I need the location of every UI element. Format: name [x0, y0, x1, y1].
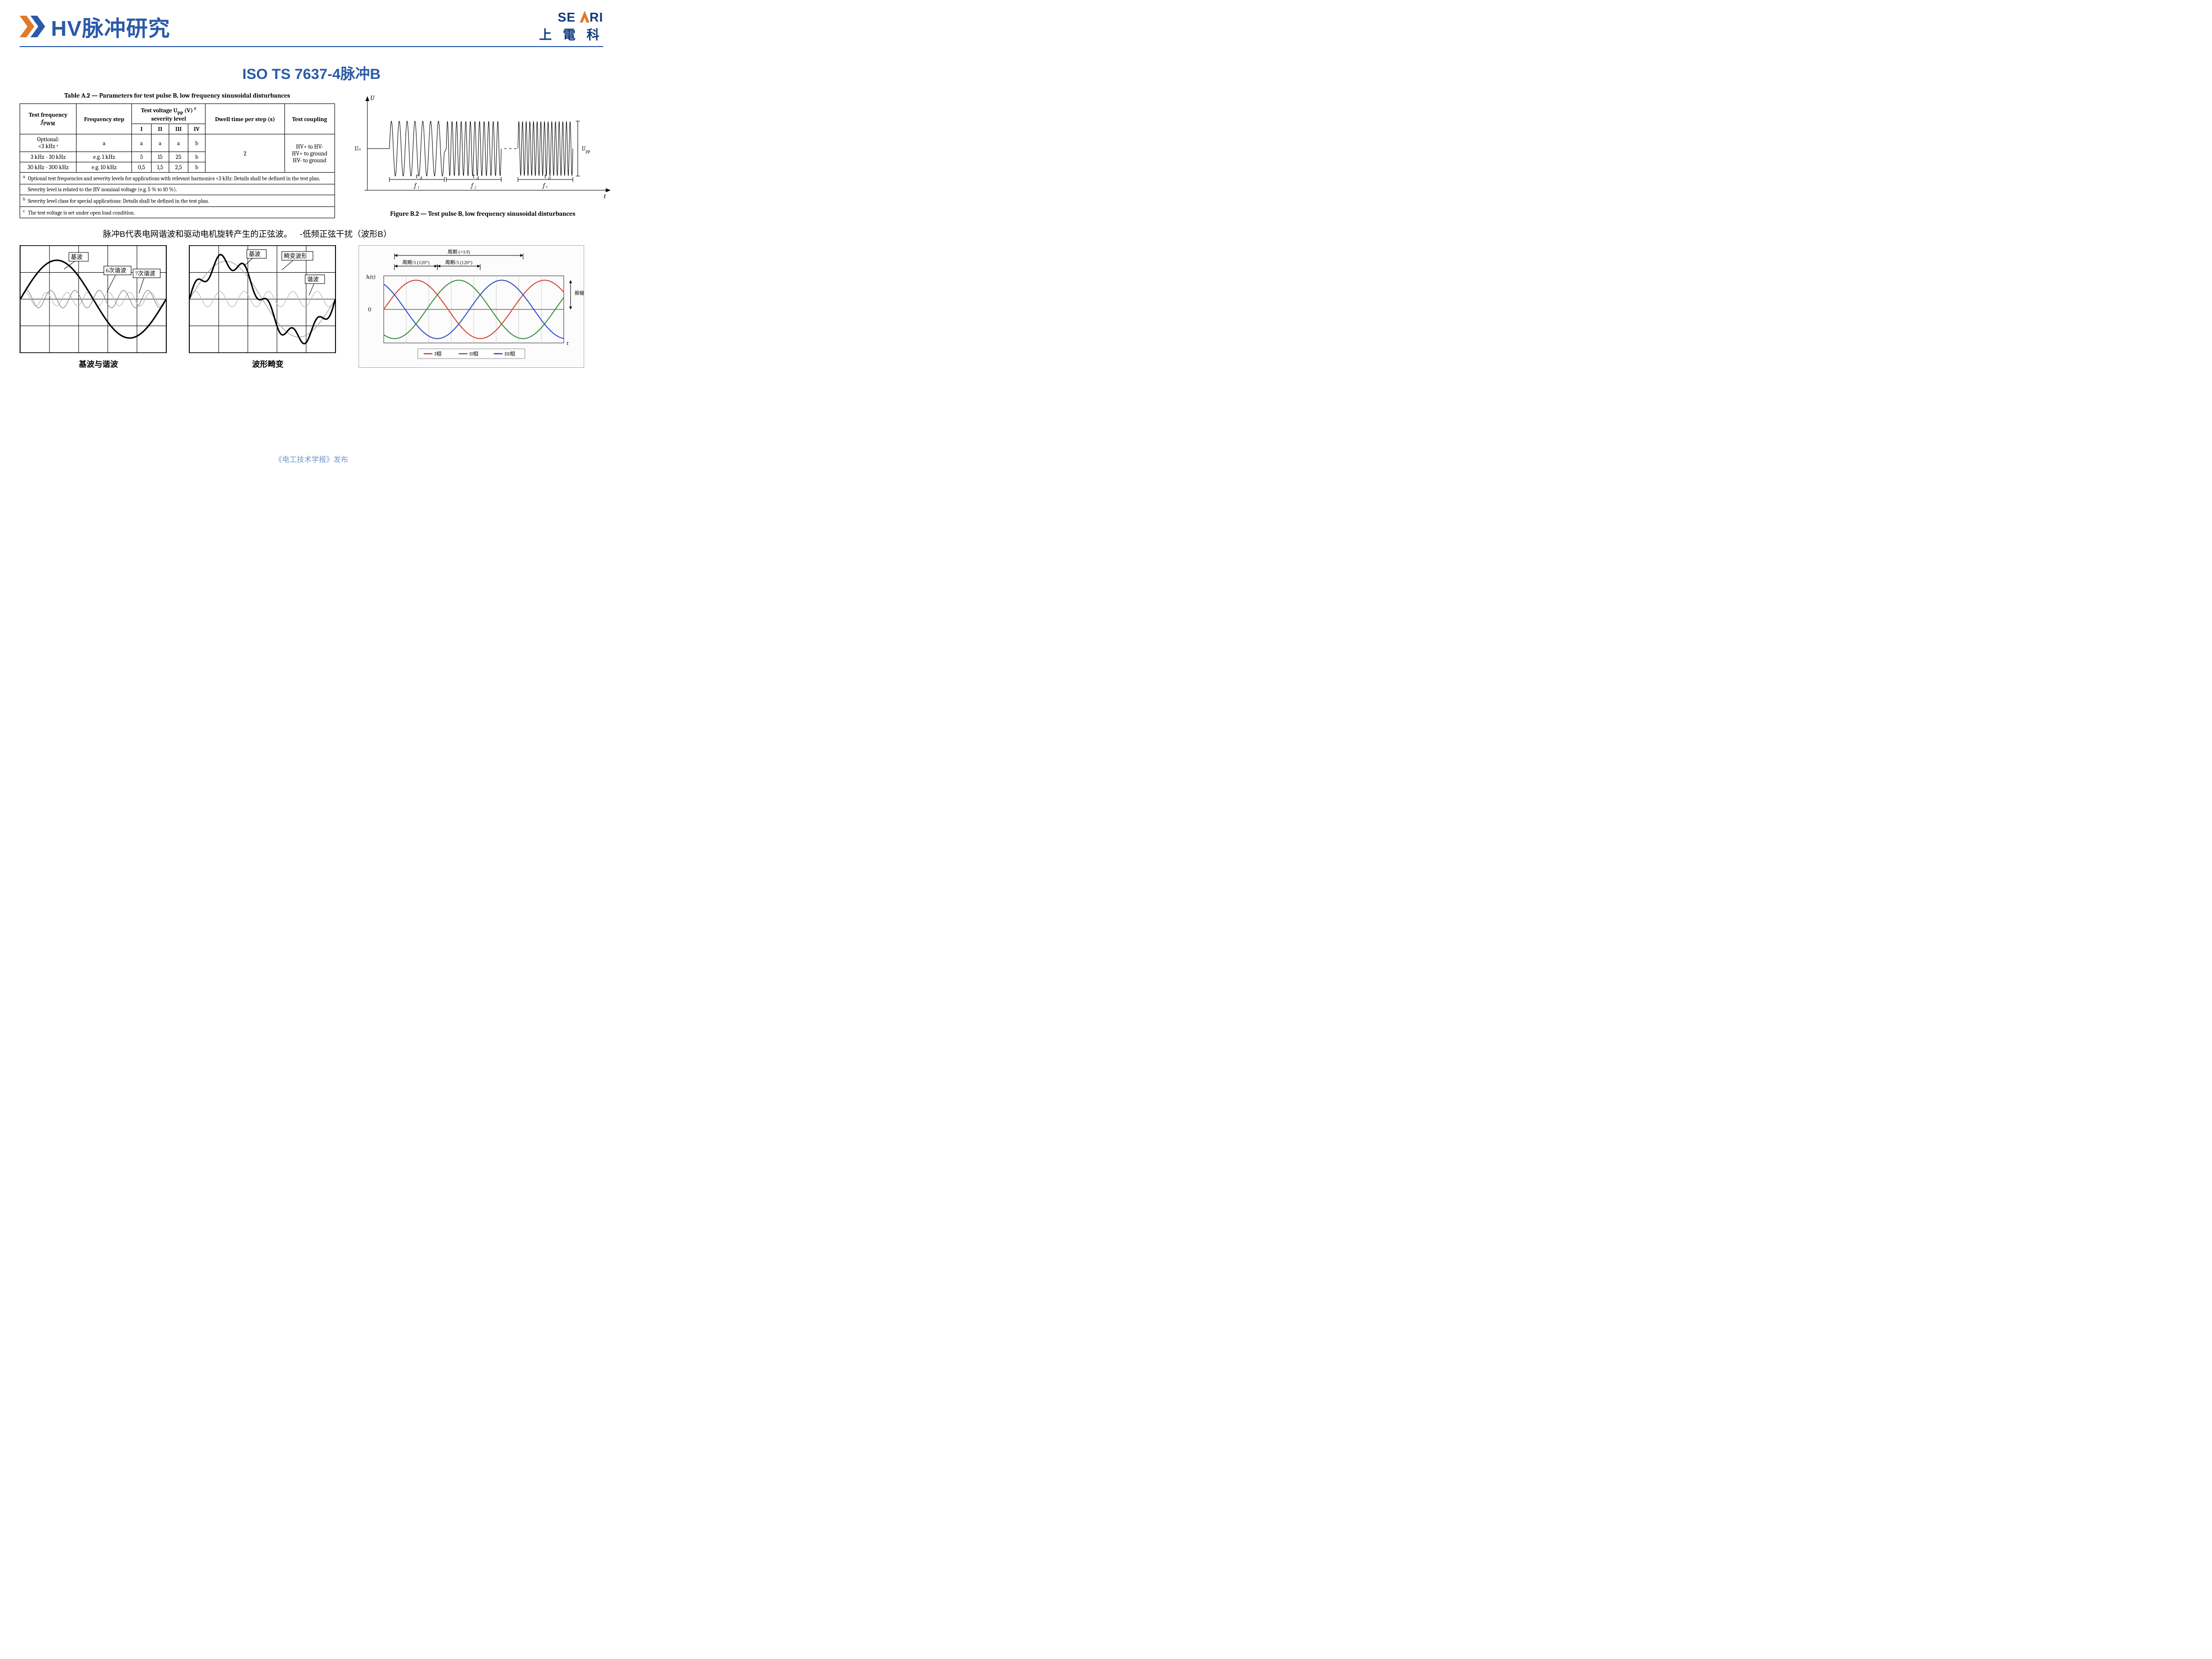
svg-text:7次谐波: 7次谐波 — [135, 270, 155, 277]
svg-text:t: t — [604, 193, 606, 200]
logo-pre: SE — [558, 10, 576, 25]
page-title: HV脉冲研究 — [51, 11, 170, 42]
th-dwell: Dwell time per step (s) — [206, 104, 284, 134]
svg-text:0: 0 — [368, 306, 371, 313]
bottom-row: 基波6次谐波7次谐波 基波与谐波 基波畸变波形谐波 波形畸变 0h(t)t周期 … — [20, 245, 603, 370]
coupling-cell: HV+ to HV- HV+ to ground HV- to ground — [284, 134, 334, 173]
svg-text:f ₓ: f ₓ — [542, 182, 547, 189]
svg-text:周期/3 (120°): 周期/3 (120°) — [445, 260, 472, 266]
svg-text:f ₂: f ₂ — [470, 182, 476, 189]
mid-left: 脉冲B代表电网谐波和驱动电机旋转产生的正弦波。 — [103, 227, 292, 239]
svg-text:h(t): h(t) — [366, 274, 375, 281]
logo-top: SE RI — [539, 10, 603, 25]
figure-caption: Figure B.2 — Test pulse B, low frequency… — [349, 210, 617, 218]
svg-text:pp: pp — [586, 149, 591, 154]
panel2-caption: 波形畸变 — [189, 357, 346, 369]
svg-text:谐波: 谐波 — [307, 276, 319, 283]
pulse-b-diagram: UUₙtUpptdf ₁tdf ₂tdf ₓ — [349, 92, 617, 207]
th-test-freq: Test frequency fPWM — [20, 104, 77, 134]
svg-text:周期/3 (120°): 周期/3 (120°) — [402, 260, 429, 266]
svg-text:II相: II相 — [469, 351, 478, 357]
svg-text:畸变波形: 畸变波形 — [284, 253, 308, 259]
svg-text:U: U — [370, 95, 375, 102]
svg-text:d: d — [477, 176, 479, 181]
logo-post: RI — [590, 10, 603, 25]
svg-text:基波: 基波 — [249, 251, 261, 257]
svg-text:I相: I相 — [434, 351, 441, 357]
th-coupling: Test coupling — [284, 104, 334, 134]
top-row: Table A.2 — Parameters for test pulse B,… — [20, 92, 603, 218]
svg-text:Uₙ: Uₙ — [355, 145, 360, 152]
params-table: Test frequency fPWM Frequency step Test … — [20, 103, 335, 218]
logo-accent — [576, 10, 590, 25]
svg-text:基波: 基波 — [71, 254, 82, 260]
th-freq-step: Frequency step — [77, 104, 132, 134]
svg-text:f ₁: f ₁ — [413, 182, 419, 189]
middle-text: 脉冲B代表电网谐波和驱动电机旋转产生的正弦波。 -低频正弦干扰（波形B） — [103, 227, 603, 239]
harmonic-panel-2: 基波 畸变波形谐波 波形畸变 — [189, 245, 346, 369]
figure-column: UUₙtUpptdf ₁tdf ₂tdf ₓ Figure B.2 — Test… — [349, 92, 617, 218]
svg-text:t: t — [473, 173, 475, 179]
svg-text:III相: III相 — [504, 351, 515, 357]
th-voltage: Test voltage Upp (V) c severity level — [132, 104, 206, 124]
subtitle: ISO TS 7637-4脉冲B — [20, 62, 603, 83]
harmonic-panel-1: 基波 6次谐波 7次谐波 基波与谐波 — [20, 245, 177, 369]
logo-bottom: 上 電 科 — [539, 25, 603, 43]
svg-text:6次谐波: 6次谐波 — [106, 267, 127, 274]
svg-text:d: d — [420, 176, 422, 181]
table-column: Table A.2 — Parameters for test pulse B,… — [20, 92, 335, 218]
logo: SE RI 上 電 科 — [539, 10, 603, 43]
mid-right: -低频正弦干扰（波形B） — [300, 227, 391, 239]
header: HV脉冲研究 SE RI 上 電 科 — [20, 10, 603, 47]
table-caption: Table A.2 — Parameters for test pulse B,… — [20, 92, 335, 100]
svg-text:d: d — [548, 176, 551, 181]
svg-text:t: t — [416, 173, 418, 179]
svg-text:振幅/2: 振幅/2 — [574, 290, 584, 297]
panel1-caption: 基波与谐波 — [20, 357, 177, 369]
chevron-icon — [20, 16, 49, 37]
footer: 《电工技术学报》发布 — [0, 454, 623, 464]
title-block: HV脉冲研究 — [20, 11, 170, 42]
three-phase-panel: 0h(t)t周期 (=1/f)周期/3 (120°)周期/3 (120°)振幅/… — [359, 245, 604, 370]
svg-text:周期 (=1/f): 周期 (=1/f) — [447, 249, 469, 255]
table-row: Optional:<3 kHz ᵃ a a a a b 2 HV+ to HV-… — [20, 134, 335, 152]
